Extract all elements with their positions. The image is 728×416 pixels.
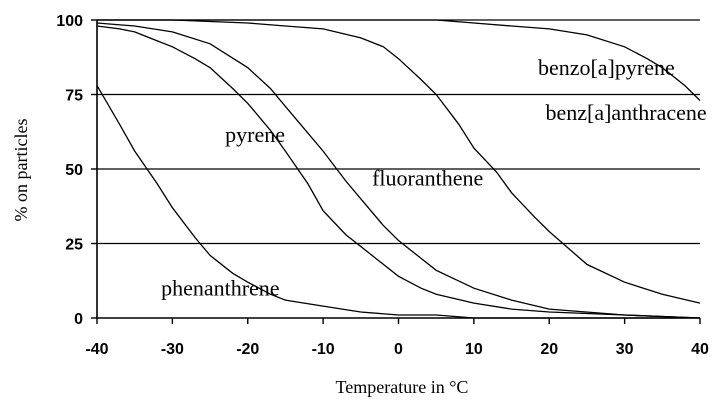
y-tick-label: 75	[65, 88, 83, 105]
series-label-pyrene: pyrene	[225, 122, 285, 147]
x-tick-label: 10	[465, 341, 483, 358]
x-tick-label: 30	[616, 341, 634, 358]
axes	[91, 19, 701, 324]
x-tick-label: 0	[394, 341, 403, 358]
y-tick-label: 25	[65, 237, 83, 254]
series-line-pyrene	[96, 25, 701, 319]
gridlines	[97, 19, 700, 245]
y-tick-label: 0	[74, 311, 83, 328]
x-tick-label: 40	[691, 341, 709, 358]
series-line-fluoranthene	[96, 22, 701, 319]
series-line-benz-a-anthracene	[97, 19, 701, 304]
y-tick-label: 100	[56, 13, 83, 30]
x-tick-labels: -40 -30 -20 -10 0 10 20 30 40	[85, 341, 709, 358]
y-axis-title: % on particles	[11, 119, 31, 222]
series-lines	[96, 19, 701, 319]
x-tick-label: 20	[540, 341, 558, 358]
x-tick-label: -20	[236, 341, 259, 358]
series-label-benz-a-anthracene: benz[a]anthracene	[545, 100, 706, 125]
series-label-fluoranthene: fluoranthene	[372, 165, 483, 190]
y-tick-labels: 0 25 50 75 100	[56, 13, 83, 328]
x-tick-label: -10	[312, 341, 335, 358]
y-tick-label: 50	[65, 162, 83, 179]
series-label-phenanthrene: phenanthrene	[161, 276, 280, 301]
x-axis-title: Temperature in °C	[336, 377, 469, 397]
series-annotations: benzo[a]pyrene benz[a]anthracene pyrene flu…	[161, 55, 707, 301]
x-tick-label: -40	[85, 341, 108, 358]
series-label-benzo-a-pyrene: benzo[a]pyrene	[538, 55, 675, 80]
x-tick-label: -30	[161, 341, 184, 358]
series-line-benzo-a-pyrene	[97, 19, 701, 101]
